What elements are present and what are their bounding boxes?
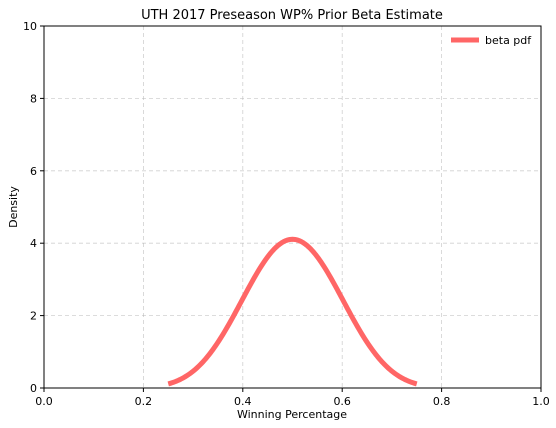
y-axis-title: Density — [7, 186, 20, 228]
x-axis-title: Winning Percentage — [237, 408, 347, 421]
legend-label-beta-pdf: beta pdf — [485, 34, 532, 47]
x-tick-label: 0.4 — [234, 395, 252, 408]
x-axis: 0.0 0.2 0.4 0.6 0.8 1.0 — [35, 388, 550, 408]
y-tick-label: 4 — [30, 237, 37, 250]
y-axis: 0 2 4 6 8 10 — [23, 20, 44, 395]
y-tick-label: 2 — [30, 310, 37, 323]
chart-title: UTH 2017 Preseason WP% Prior Beta Estima… — [141, 8, 443, 23]
grid-lines — [44, 26, 541, 388]
legend: beta pdf — [451, 34, 532, 47]
x-tick-label: 0.6 — [333, 395, 351, 408]
x-tick-label: 0.2 — [135, 395, 153, 408]
y-tick-label: 0 — [30, 382, 37, 395]
y-tick-label: 10 — [23, 20, 37, 33]
plot-area-frame — [43, 25, 542, 389]
y-tick-label: 6 — [30, 165, 37, 178]
series-layer — [166, 236, 419, 387]
series-line-beta-pdf — [166, 236, 419, 387]
y-tick-label: 8 — [30, 92, 37, 105]
x-tick-label: 0.8 — [433, 395, 451, 408]
x-tick-label: 0.0 — [35, 395, 53, 408]
x-tick-label: 1.0 — [532, 395, 550, 408]
